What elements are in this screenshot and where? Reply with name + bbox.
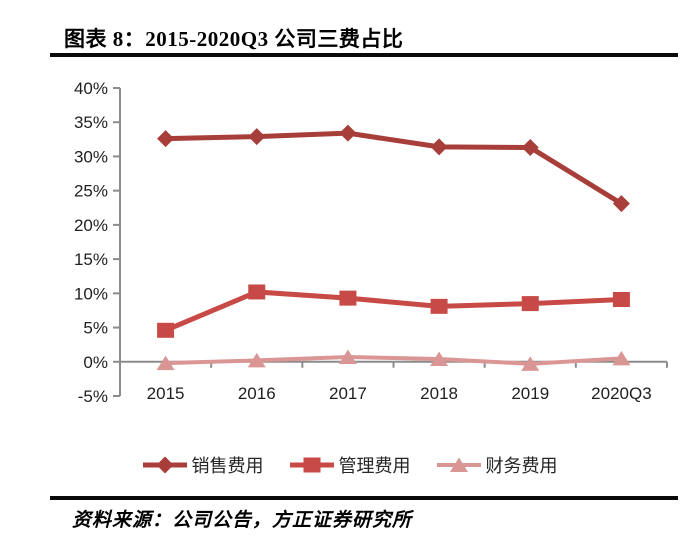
- y-tick-label: 0%: [83, 353, 108, 372]
- series-line-sales-expense: [165, 130, 623, 206]
- y-tick-label: 5%: [83, 319, 108, 338]
- marker-financial-expense: [156, 355, 175, 371]
- x-tick-label: 2020Q3: [591, 384, 652, 403]
- square-legend-icon: [289, 457, 334, 473]
- marker-management-expense: [430, 298, 448, 314]
- square-marker-icon: [303, 457, 320, 473]
- marker-sales-expense: [612, 195, 630, 213]
- marker-financial-expense: [338, 349, 357, 364]
- series-line-management-expense: [164, 289, 622, 333]
- marker-management-expense: [612, 291, 630, 307]
- marker-sales-expense: [157, 130, 175, 148]
- x-tick-label: 2015: [147, 384, 185, 403]
- y-tick-label: 40%: [74, 79, 108, 98]
- marker-financial-expense: [612, 350, 631, 366]
- diamond-legend-icon: [142, 456, 187, 474]
- legend-label-sales-expense: 销售费用: [191, 456, 264, 476]
- title-divider: [50, 53, 678, 57]
- x-tick-label: 2019: [511, 384, 549, 403]
- marker-financial-expense: [247, 352, 266, 368]
- y-tick-label: 25%: [74, 182, 108, 201]
- triangle-legend-icon: [436, 457, 481, 472]
- legend-label-management-expense: 管理费用: [338, 456, 411, 476]
- legend-item-management-expense: 管理费用: [289, 452, 411, 478]
- marker-financial-expense: [430, 351, 449, 367]
- legend-item-financial-expense: 财务费用: [436, 452, 558, 478]
- marker-management-expense: [521, 296, 539, 312]
- marker-sales-expense: [430, 138, 448, 156]
- chart-legend: 销售费用 管理费用 财务费用: [0, 452, 700, 478]
- series-line-financial-expense: [165, 354, 622, 366]
- marker-sales-expense: [339, 124, 357, 142]
- line-chart-canvas: 40% 35% 30% 25% 20% 15% 10% 5% 0% -5% 2015 2016 2017…: [74, 79, 668, 406]
- x-tick-label: 2018: [420, 384, 458, 403]
- marker-sales-expense: [521, 139, 539, 157]
- y-tick-label: -5%: [78, 387, 108, 406]
- y-tick-label: 35%: [74, 113, 108, 132]
- diamond-marker-icon: [156, 456, 173, 474]
- triangle-marker-icon: [449, 457, 468, 472]
- source-note: 资料来源：公司公告，方正证券研究所: [72, 510, 413, 531]
- marker-financial-expense: [521, 356, 540, 371]
- marker-management-expense: [339, 290, 357, 306]
- y-tick-label: 20%: [74, 216, 108, 235]
- figure-title: 图表 8：2015-2020Q3 公司三费占比: [64, 27, 404, 51]
- marker-management-expense: [248, 284, 266, 300]
- legend-label-financial-expense: 财务费用: [485, 456, 558, 476]
- legend-item-sales-expense: 销售费用: [142, 452, 264, 478]
- marker-management-expense: [157, 322, 175, 338]
- y-tick-label: 15%: [74, 250, 108, 269]
- y-tick-label: 10%: [74, 284, 108, 303]
- x-tick-label: 2016: [238, 384, 276, 403]
- y-tick-label: 30%: [74, 147, 108, 166]
- source-divider: [50, 496, 678, 500]
- x-tick-label: 2017: [329, 384, 367, 403]
- marker-sales-expense: [248, 128, 266, 146]
